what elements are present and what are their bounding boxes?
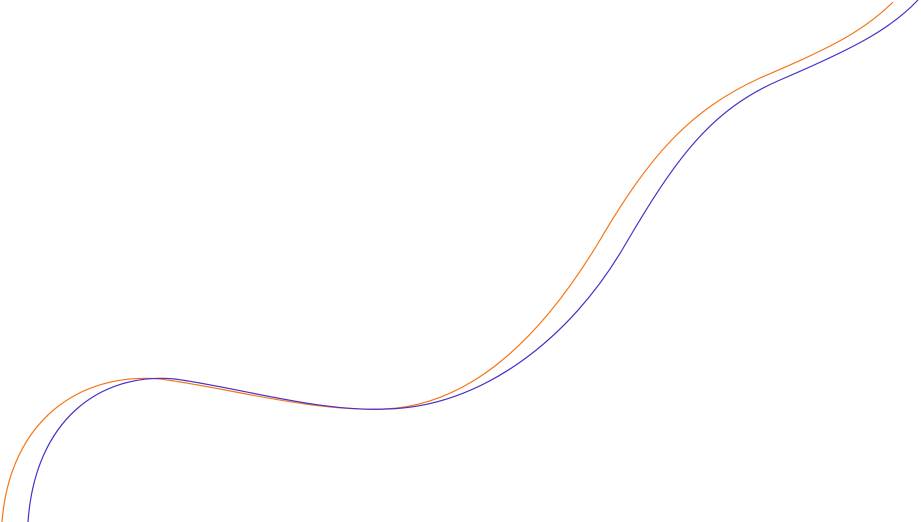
orange-curve: [1, 1, 894, 522]
blue-curve: [27, 0, 919, 522]
